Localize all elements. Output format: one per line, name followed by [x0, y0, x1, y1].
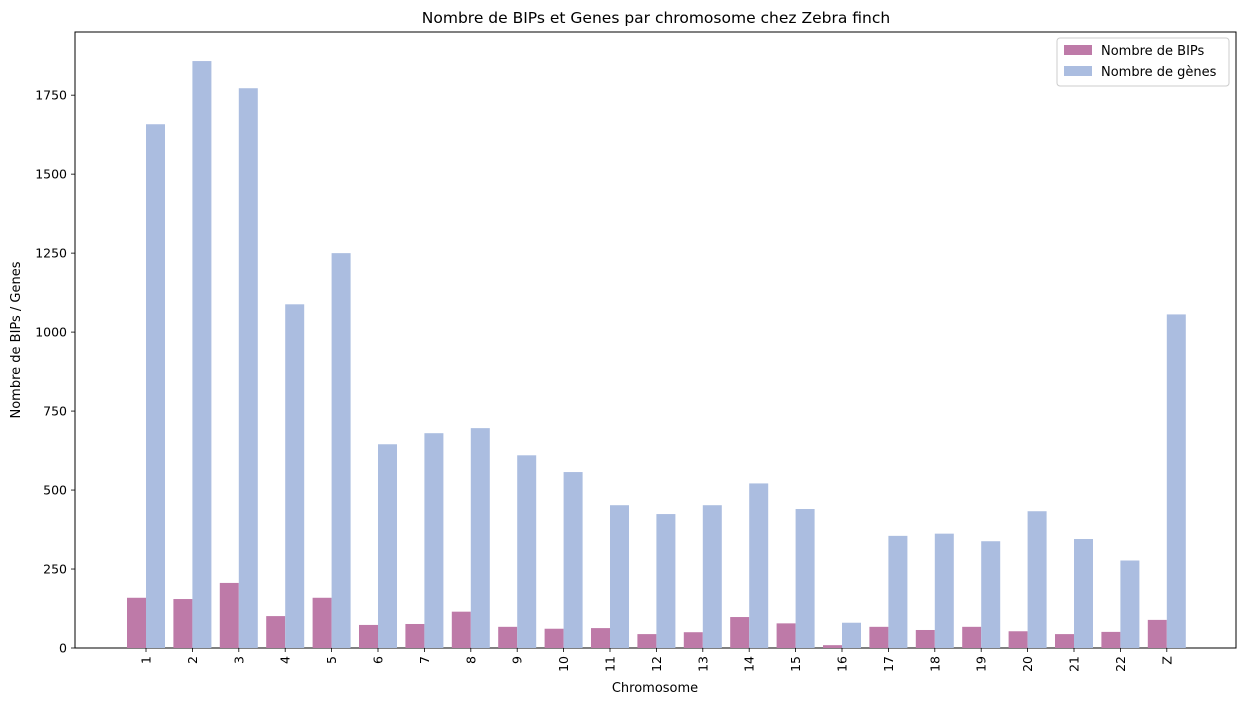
x-axis-label: Chromosome	[612, 681, 698, 696]
bar-bips-22	[1101, 631, 1121, 648]
bar-genes-12	[656, 514, 676, 648]
x-tick-label-8: 8	[463, 656, 478, 664]
bar-bips-14	[730, 617, 750, 648]
x-tick-label-Z: Z	[1159, 656, 1174, 665]
x-tick-label-21: 21	[1067, 656, 1082, 672]
bar-genes-6	[378, 444, 397, 648]
legend: Nombre de BIPs Nombre de gènes	[1056, 37, 1230, 87]
y-tick-label-1250: 1250	[35, 246, 67, 261]
y-tick-label-750: 750	[43, 404, 67, 419]
bar-bips-12	[637, 634, 657, 648]
y-tick-label-1000: 1000	[35, 325, 67, 340]
chart-title: Nombre de BIPs et Genes par chromosome c…	[422, 9, 890, 27]
bar-bips-9	[498, 626, 518, 648]
bar-genes-20	[1027, 511, 1047, 648]
bar-genes-13	[702, 505, 722, 648]
bar-bips-6	[359, 624, 378, 648]
x-tick-label-1: 1	[139, 656, 154, 664]
bar-genes-22	[1120, 560, 1140, 648]
bar-bips-21	[1055, 634, 1074, 648]
y-axis: 0 250 500 750 1000 1250 1500 1750	[35, 88, 75, 656]
bar-bips-13	[683, 632, 703, 648]
bar-genes-9	[517, 455, 537, 648]
bar-genes-17	[888, 535, 908, 648]
bar-bips-5	[312, 597, 332, 648]
y-tick-label-1750: 1750	[35, 88, 67, 103]
bar-bips-11	[591, 628, 610, 648]
x-tick-label-18: 18	[927, 656, 942, 672]
bar-genes-16	[842, 622, 861, 648]
y-tick-label-250: 250	[43, 562, 67, 577]
x-tick-label-22: 22	[1113, 656, 1128, 672]
x-tick-label-12: 12	[649, 656, 664, 672]
legend-label-bips: Nombre de BIPs	[1101, 44, 1205, 59]
x-tick-label-2: 2	[185, 656, 200, 664]
bars-layer	[127, 61, 1186, 649]
bar-genes-15	[795, 509, 815, 648]
bar-bips-15	[776, 623, 796, 648]
x-tick-label-6: 6	[371, 656, 386, 664]
x-tick-label-16: 16	[835, 656, 850, 672]
bar-bips-10	[544, 628, 564, 648]
bar-genes-21	[1074, 539, 1093, 648]
x-tick-label-20: 20	[1020, 656, 1035, 672]
bar-genes-Z	[1166, 314, 1186, 648]
bar-genes-2	[192, 61, 212, 649]
bar-genes-18	[934, 533, 954, 648]
x-tick-label-4: 4	[278, 656, 293, 664]
x-tick-label-15: 15	[788, 656, 803, 672]
bar-bips-Z	[1147, 619, 1167, 648]
bar-genes-4	[285, 304, 305, 648]
bar-genes-10	[563, 472, 583, 648]
x-tick-label-3: 3	[231, 656, 246, 664]
bar-bips-19	[962, 626, 982, 648]
x-tick-label-14: 14	[742, 656, 757, 672]
x-axis: 1 2 3 4 5 6 7 8 9 10 11 12 13 14 15 16 17 18 19 20 21 22 Z	[139, 648, 1174, 672]
legend-swatch-genes	[1064, 66, 1092, 76]
bar-genes-7	[424, 433, 444, 648]
y-axis-label: Nombre de BIPs / Genes	[9, 261, 24, 418]
bar-genes-11	[610, 505, 629, 648]
x-tick-label-11: 11	[603, 656, 618, 672]
bar-bips-7	[405, 623, 425, 648]
bar-genes-5	[331, 253, 351, 648]
x-tick-label-5: 5	[324, 656, 339, 664]
bar-bips-17	[869, 626, 889, 648]
legend-box	[1056, 37, 1230, 87]
x-tick-label-7: 7	[417, 656, 432, 664]
bar-bips-2	[173, 599, 193, 648]
x-tick-label-17: 17	[881, 656, 896, 672]
legend-swatch-bips	[1064, 45, 1092, 55]
bar-genes-1	[146, 124, 165, 649]
x-tick-label-19: 19	[974, 656, 989, 672]
bar-bips-20	[1008, 631, 1028, 648]
bar-genes-14	[749, 483, 769, 648]
bar-bips-8	[451, 611, 471, 648]
bar-bips-16	[823, 645, 842, 648]
y-tick-label-500: 500	[43, 483, 67, 498]
bar-bips-18	[915, 629, 935, 648]
bar-bips-3	[219, 582, 239, 648]
x-tick-label-9: 9	[510, 656, 525, 664]
x-tick-label-10: 10	[556, 656, 571, 672]
bar-genes-19	[981, 541, 1001, 648]
legend-label-genes: Nombre de gènes	[1101, 65, 1217, 80]
bar-bips-4	[266, 616, 286, 648]
y-tick-label-1500: 1500	[35, 167, 67, 182]
bar-genes-8	[470, 428, 490, 648]
x-tick-label-13: 13	[695, 656, 710, 672]
bar-bips-1	[127, 597, 146, 648]
y-tick-label-0: 0	[59, 641, 67, 656]
bar-genes-3	[238, 88, 258, 649]
